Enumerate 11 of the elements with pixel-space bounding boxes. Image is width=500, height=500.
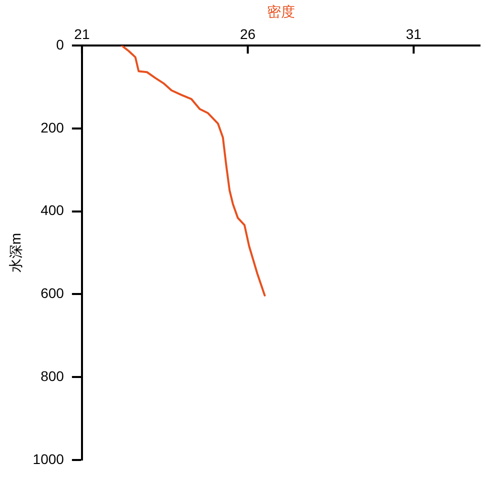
y-tick-label: 200: [40, 119, 64, 136]
y-tick-label: 0: [56, 36, 64, 52]
x-tick-label: 26: [240, 26, 256, 42]
x-tick-label: 21: [74, 26, 90, 42]
x-tick-label: 31: [406, 26, 422, 42]
x-axis-title: 密度: [266, 3, 295, 20]
y-tick-label: 600: [40, 285, 64, 302]
y-tick-label: 800: [40, 368, 64, 384]
y-axis-title: 水深m: [7, 232, 24, 273]
y-tick-label: 400: [40, 202, 64, 218]
y-tick-label: 1000: [32, 450, 64, 467]
